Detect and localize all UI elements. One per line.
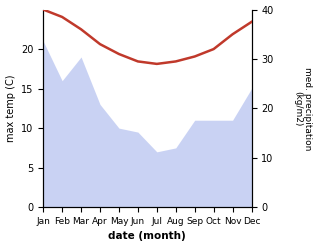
Y-axis label: max temp (C): max temp (C) xyxy=(5,75,16,142)
Y-axis label: med. precipitation
(kg/m2): med. precipitation (kg/m2) xyxy=(293,67,313,150)
X-axis label: date (month): date (month) xyxy=(108,231,186,242)
